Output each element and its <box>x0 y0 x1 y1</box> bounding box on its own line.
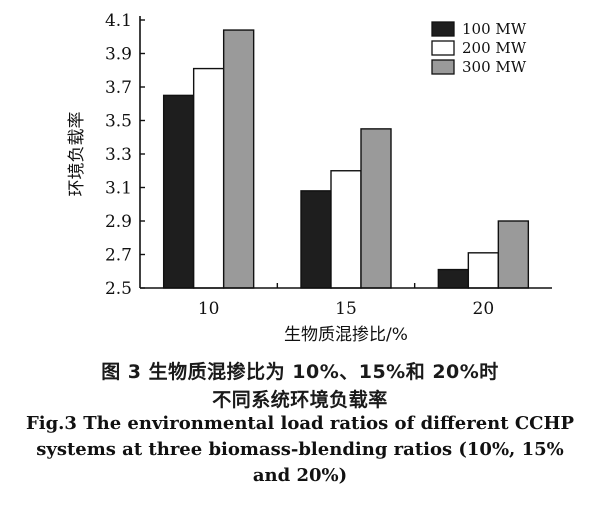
y-tick-label: 3.7 <box>105 78 132 98</box>
caption-english-line-3: and 20%) <box>252 465 348 486</box>
y-axis-label: 环境负载率 <box>67 112 87 197</box>
bar <box>467 252 500 289</box>
caption-english-line-1: Fig.3 The environmental load ratios of d… <box>25 413 575 434</box>
y-axis-ticks: 2.5 2.7 2.9 3.1 3.3 3.5 3.7 3.9 4.1 <box>105 11 145 299</box>
caption-chinese-line-1: 图 3 生物质混掺比为 10%、15%和 20%时 <box>101 361 499 383</box>
axes <box>139 16 552 289</box>
legend-swatch <box>431 40 455 56</box>
bar <box>162 94 195 289</box>
x-axis-label: 生物质混掺比/% <box>284 325 408 345</box>
bar-chart: 2.5 2.7 2.9 3.1 3.3 3.5 3.7 3.9 4.1 10 15 20 环境负载率… <box>67 11 552 345</box>
bar <box>222 29 255 289</box>
legend-swatch <box>431 21 455 37</box>
bar <box>330 170 362 289</box>
bar <box>300 190 332 289</box>
y-tick-label: 2.9 <box>105 212 132 232</box>
y-tick-label: 3.1 <box>105 179 132 199</box>
x-tick-label: 15 <box>335 299 357 319</box>
x-tick-label: 10 <box>198 299 220 319</box>
legend-swatch <box>431 59 455 75</box>
y-tick-label: 3.9 <box>105 45 132 65</box>
bar <box>192 67 225 289</box>
bar <box>497 220 530 289</box>
legend-label: 100 MW <box>462 20 527 38</box>
legend-label: 300 MW <box>462 58 527 76</box>
caption-chinese-line-2: 不同系统环境负载率 <box>212 389 388 411</box>
legend-label: 200 MW <box>462 39 527 57</box>
bars <box>162 29 530 289</box>
y-tick-label: 4.1 <box>105 11 132 31</box>
bar <box>437 268 470 289</box>
y-tick-label: 3.3 <box>105 145 132 165</box>
x-tick-label: 20 <box>473 299 495 319</box>
y-tick-label: 3.5 <box>105 112 132 132</box>
x-axis-ticks: 10 15 20 <box>198 283 494 319</box>
y-tick-label: 2.7 <box>105 246 132 266</box>
caption-english-line-2: systems at three biomass-blending ratios… <box>36 439 564 460</box>
y-tick-label: 2.5 <box>105 279 132 299</box>
bar <box>360 128 392 289</box>
